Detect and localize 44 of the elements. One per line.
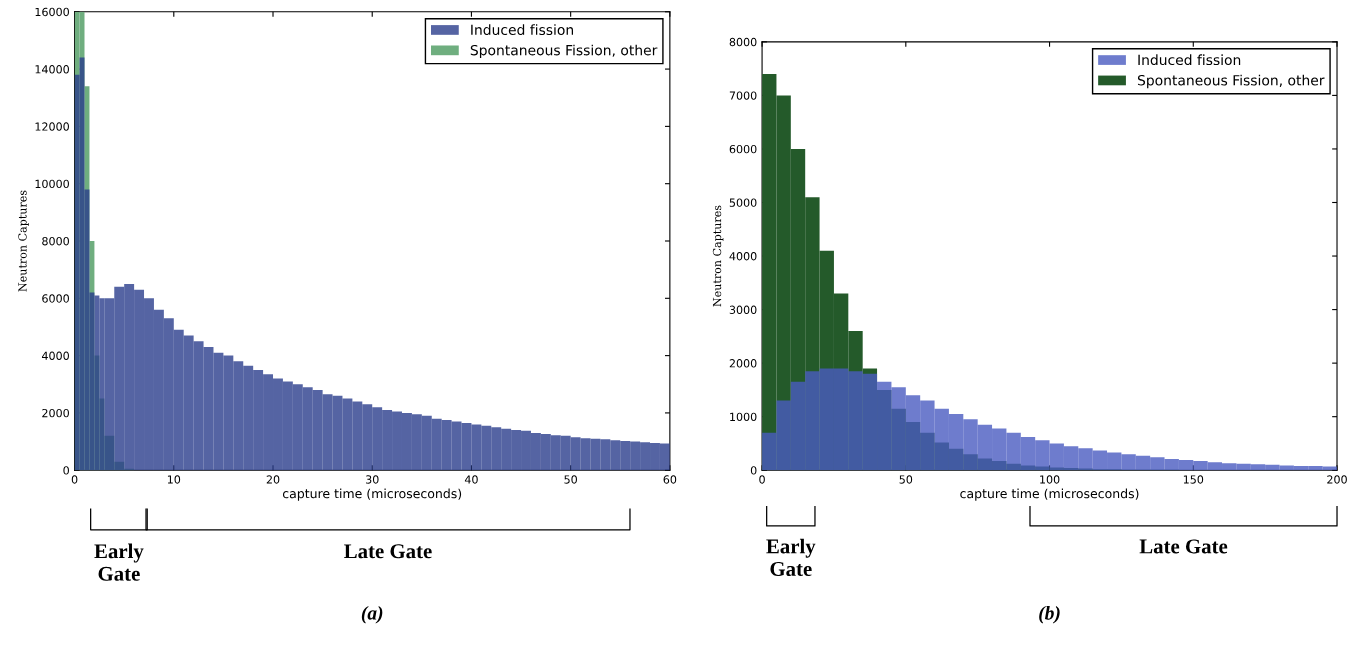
y-tick-label: 0 xyxy=(750,466,757,475)
y-axis-title: Neutron Captures xyxy=(712,205,724,307)
y-axis-title: Neutron Captures xyxy=(18,190,29,292)
y-tick-label: 4000 xyxy=(729,252,757,261)
y-tick-label: 8000 xyxy=(42,236,69,246)
text: (a) xyxy=(361,605,383,624)
text: (b) xyxy=(1039,605,1060,624)
y-tick-label: 8000 xyxy=(729,37,757,47)
x-tick-label: 30 xyxy=(366,475,379,484)
x-axis-title: capture time (microseconds) xyxy=(282,488,462,501)
x-tick-label: 150 xyxy=(1183,475,1204,484)
x-tick-label: 100 xyxy=(1040,475,1060,484)
text: Early Gate xyxy=(766,538,816,576)
y-tick-label: 7000 xyxy=(729,91,757,100)
x-tick-label: 20 xyxy=(266,475,280,484)
y-tick-label: 4000 xyxy=(41,351,69,360)
y-tick-label: 6000 xyxy=(729,144,757,154)
y-tick-label: 12000 xyxy=(35,122,69,131)
y-tick-label: 6000 xyxy=(42,294,69,303)
text: Late Gate xyxy=(344,544,432,559)
x-axis-title: capture time (microseconds) xyxy=(960,488,1139,501)
legend-label: Spontaneous Fission, other xyxy=(1137,74,1325,89)
legend-label: Induced fission xyxy=(471,24,574,36)
y-tick-label: 2000 xyxy=(729,359,757,368)
y-tick-label: 1000 xyxy=(730,412,757,422)
y-tick-label: 10000 xyxy=(35,179,69,189)
y-tick-label: 14000 xyxy=(35,65,69,74)
y-tick-label: 3000 xyxy=(729,305,757,314)
x-tick-label: 40 xyxy=(464,475,478,484)
y-tick-label: 0 xyxy=(63,466,69,475)
text: Late Gate xyxy=(1139,539,1228,554)
x-tick-label: 0 xyxy=(71,475,78,484)
x-tick-label: 60 xyxy=(663,475,677,484)
text: Early Gate xyxy=(94,543,144,581)
y-tick-label: 2000 xyxy=(42,408,69,418)
x-tick-label: 50 xyxy=(899,475,913,484)
y-tick-label: 16000 xyxy=(35,7,69,17)
x-tick-label: 0 xyxy=(759,475,765,484)
x-tick-label: 10 xyxy=(167,475,181,484)
legend-label: Spontaneous Fission, other xyxy=(470,44,658,59)
x-tick-label: 50 xyxy=(564,475,577,484)
legend-label: Induced fission xyxy=(1138,54,1241,66)
x-tick-label: 200 xyxy=(1327,475,1347,484)
y-tick-label: 5000 xyxy=(729,198,757,207)
